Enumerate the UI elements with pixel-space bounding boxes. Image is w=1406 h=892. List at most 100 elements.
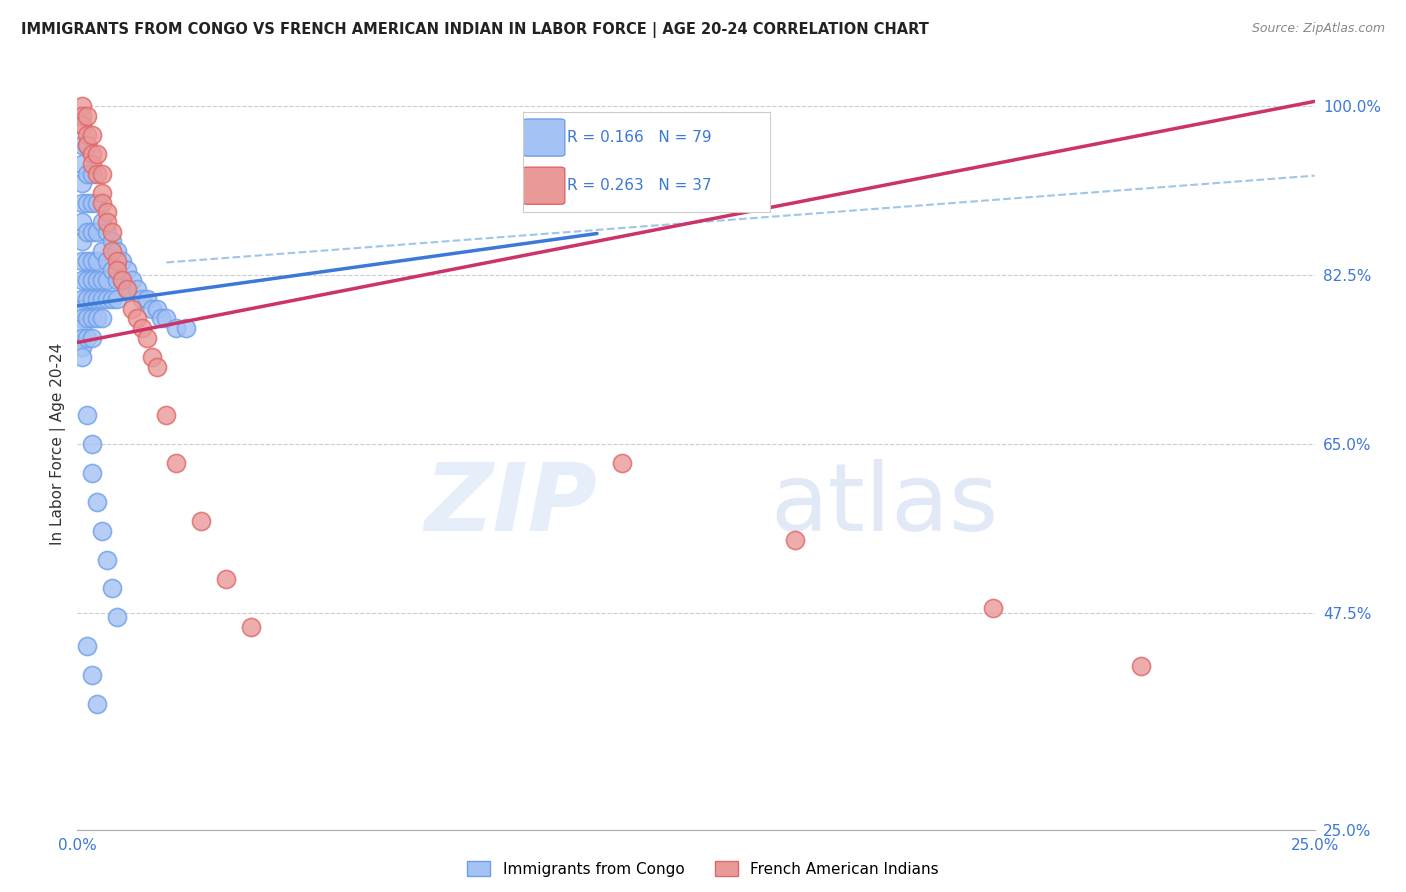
Point (72, 195, 94, 210)
Point (91, 215, 114, 229)
Point (145, 301, 167, 316)
Point (76, 137, 98, 152)
Point (96, 205, 118, 219)
Point (72, 109, 94, 123)
Point (82, 331, 104, 345)
Point (76, 640, 98, 654)
Point (82, 311, 104, 326)
Point (72, 301, 94, 316)
Point (91, 167, 114, 181)
Point (82, 147, 104, 161)
Point (135, 331, 157, 345)
Point (72, 99, 94, 113)
Point (86, 697, 108, 711)
Point (239, 620, 262, 634)
Point (91, 244, 114, 258)
Point (96, 273, 118, 287)
Point (86, 147, 108, 161)
Point (96, 292, 118, 306)
Point (86, 253, 108, 268)
Y-axis label: In Labor Force | Age 20-24: In Labor Force | Age 20-24 (51, 343, 66, 545)
Point (72, 137, 94, 152)
Text: atlas: atlas (770, 459, 998, 551)
Point (86, 167, 108, 181)
Point (91, 186, 114, 200)
Point (82, 128, 104, 142)
Point (82, 436, 104, 450)
Point (76, 311, 98, 326)
Point (105, 292, 128, 306)
Point (96, 253, 118, 268)
Point (72, 234, 94, 248)
Point (155, 311, 177, 326)
Point (215, 572, 238, 586)
Point (131, 321, 153, 335)
Point (72, 331, 94, 345)
Point (76, 195, 98, 210)
Point (86, 225, 108, 239)
Point (76, 408, 98, 422)
Text: Source: ZipAtlas.com: Source: ZipAtlas.com (1251, 22, 1385, 36)
Point (82, 253, 104, 268)
Point (76, 253, 98, 268)
Point (101, 263, 124, 277)
Point (101, 244, 124, 258)
Legend: Immigrants from Congo, French American Indians: Immigrants from Congo, French American I… (460, 853, 946, 884)
Point (111, 273, 134, 287)
Point (111, 253, 134, 268)
Point (91, 273, 114, 287)
Point (155, 408, 177, 422)
Point (165, 456, 187, 470)
Point (101, 292, 124, 306)
Point (190, 514, 212, 528)
Point (72, 321, 94, 335)
Point (115, 282, 138, 296)
Point (96, 225, 118, 239)
Point (76, 225, 98, 239)
Point (125, 282, 148, 296)
Point (1130, 658, 1153, 673)
Point (91, 292, 114, 306)
Point (121, 301, 143, 316)
Point (145, 359, 167, 374)
Point (72, 311, 94, 326)
Point (91, 195, 114, 210)
Point (76, 167, 98, 181)
Point (125, 311, 148, 326)
Point (72, 253, 94, 268)
Point (115, 282, 138, 296)
Point (72, 340, 94, 354)
Point (82, 195, 104, 210)
Point (72, 292, 94, 306)
Point (86, 311, 108, 326)
Point (72, 119, 94, 133)
Point (91, 524, 114, 538)
Point (86, 292, 108, 306)
Point (72, 157, 94, 171)
Point (76, 273, 98, 287)
Point (76, 109, 98, 123)
Point (131, 292, 153, 306)
Point (101, 582, 124, 596)
Point (72, 177, 94, 191)
Point (105, 263, 128, 277)
Point (174, 321, 197, 335)
Point (105, 273, 128, 287)
Point (82, 466, 104, 480)
Point (105, 610, 128, 624)
Point (72, 350, 94, 364)
Point (783, 533, 806, 548)
Point (76, 292, 98, 306)
Point (101, 225, 124, 239)
Point (141, 301, 163, 316)
Point (82, 225, 104, 239)
Point (121, 273, 143, 287)
Point (105, 253, 128, 268)
Point (76, 137, 98, 152)
Point (82, 157, 104, 171)
Point (82, 273, 104, 287)
Point (86, 195, 108, 210)
Point (76, 128, 98, 142)
Point (82, 167, 104, 181)
Point (91, 311, 114, 326)
